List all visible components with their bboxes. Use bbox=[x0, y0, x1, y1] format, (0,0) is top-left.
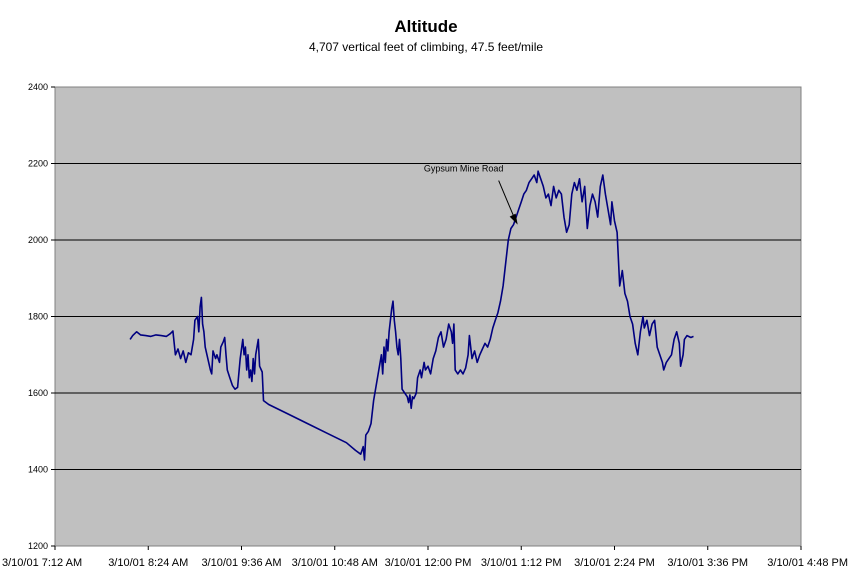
x-tick-label: 3/10/01 4:48 PM bbox=[767, 557, 848, 569]
annotation-label: Gypsum Mine Road bbox=[424, 164, 504, 174]
x-tick-label: 3/10/01 2:24 PM bbox=[574, 557, 655, 569]
x-tick-label: 3/10/01 10:48 AM bbox=[292, 557, 378, 569]
annotation-arrow-line bbox=[498, 180, 516, 219]
annotation-arrowhead bbox=[509, 213, 518, 225]
y-tick-label: 2000 bbox=[28, 235, 48, 245]
y-tick-label: 1400 bbox=[28, 465, 48, 475]
x-tick-label: 3/10/01 12:00 PM bbox=[385, 557, 472, 569]
x-tick-label: 3/10/01 8:24 AM bbox=[108, 557, 188, 569]
y-tick-label: 2200 bbox=[28, 159, 48, 169]
altitude-series-line bbox=[129, 170, 694, 461]
x-tick-label: 3/10/01 3:36 PM bbox=[667, 557, 748, 569]
y-tick-label: 1600 bbox=[28, 388, 48, 398]
x-tick-label: 3/10/01 9:36 AM bbox=[201, 557, 281, 569]
y-tick-label: 1200 bbox=[28, 541, 48, 551]
y-tick-label: 2400 bbox=[28, 82, 48, 92]
chart-subtitle: 4,707 vertical feet of climbing, 47.5 fe… bbox=[308, 40, 544, 54]
x-tick-label: 3/10/01 1:12 PM bbox=[481, 557, 562, 569]
x-tick-label: 3/10/01 7:12 AM bbox=[2, 557, 82, 569]
y-tick-label: 1800 bbox=[28, 312, 48, 322]
chart-title: Altitude bbox=[394, 17, 458, 36]
